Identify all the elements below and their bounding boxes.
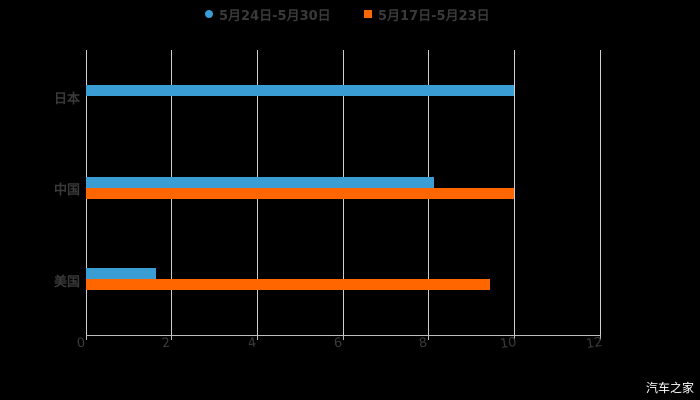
legend-circle-icon: [205, 10, 213, 18]
bar-usa-series-2[interactable]: [86, 279, 490, 290]
x-tick-label: 12: [585, 334, 604, 353]
legend-label: 5月17日-5月23日: [378, 8, 490, 24]
x-tick-label: 6: [332, 335, 344, 352]
legend-square-icon: [364, 10, 372, 18]
legend-item-series-2[interactable]: 5月17日-5月23日: [364, 5, 490, 24]
x-tick: [171, 335, 172, 340]
x-tick-label: 8: [417, 335, 429, 352]
x-tick: [257, 335, 258, 340]
category-label-china: 中国: [53, 183, 80, 198]
x-tick-label: 4: [246, 335, 258, 352]
gridline: [514, 50, 515, 335]
category-label-japan: 日本: [53, 92, 80, 107]
bar-usa-series-1[interactable]: [86, 268, 156, 279]
bar-japan-series-1[interactable]: [86, 85, 514, 96]
legend-item-series-1[interactable]: 5月24日-5月30日: [205, 5, 331, 24]
category-label-usa: 美国: [53, 275, 80, 290]
x-tick: [428, 335, 429, 340]
x-tick: [343, 335, 344, 340]
x-tick-label: 2: [160, 335, 172, 352]
legend-label: 5月24日-5月30日: [219, 8, 331, 24]
x-tick: [86, 335, 87, 340]
chart-legend: 5月24日-5月30日 5月17日-5月23日: [0, 5, 700, 24]
bar-china-series-2[interactable]: [86, 188, 514, 199]
bar-china-series-1[interactable]: [86, 177, 434, 188]
x-tick-label: 10: [499, 334, 518, 353]
watermark: 汽车之家: [645, 381, 694, 395]
gridline: [600, 50, 601, 335]
x-tick: [600, 335, 601, 340]
x-tick-label: 0: [75, 335, 87, 352]
x-tick: [514, 335, 515, 340]
